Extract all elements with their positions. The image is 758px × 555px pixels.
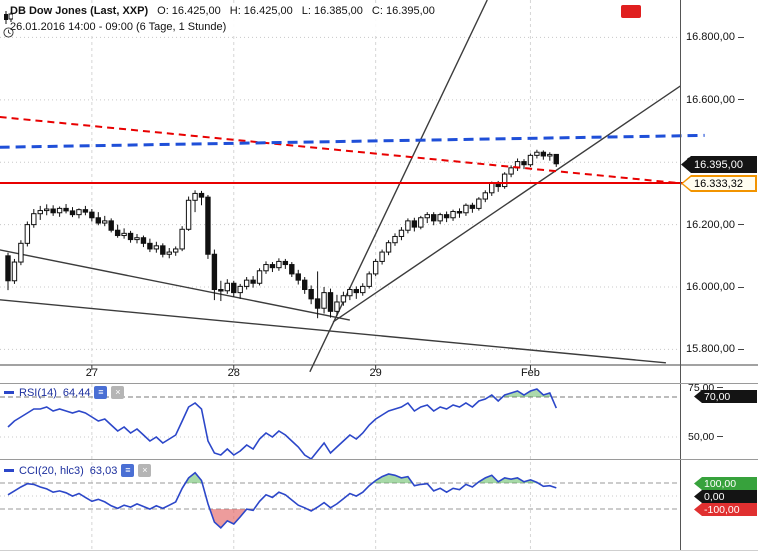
rsi-value: 64,44 bbox=[62, 386, 91, 399]
cci-value: 63,03 bbox=[89, 464, 118, 477]
cci-settings-button[interactable]: ≡ bbox=[121, 464, 135, 477]
rsi-label: RSI(14) bbox=[19, 386, 57, 399]
main-chart-canvas[interactable] bbox=[0, 0, 758, 383]
cci-legend-line-icon bbox=[4, 469, 14, 472]
price-axis-label: 16.200,00 bbox=[686, 218, 744, 232]
timeframe-label: 26.01.2016 14:00 - 09:00 (6 Tage, 1 Stun… bbox=[10, 20, 227, 33]
rsi-level-badge: 70,00 bbox=[694, 390, 757, 403]
cci-upper-badge: 100,00 bbox=[694, 477, 757, 490]
cci-lower-badge: -100,00 bbox=[694, 503, 757, 516]
rsi-legend-line-icon bbox=[4, 391, 14, 394]
rsi-settings-button[interactable]: ≡ bbox=[94, 386, 108, 399]
price-axis-label: 16.000,00 bbox=[686, 280, 744, 294]
price-axis-line bbox=[680, 0, 681, 550]
panel-separator bbox=[0, 550, 758, 551]
cci-chart-canvas[interactable] bbox=[0, 462, 758, 550]
high-value: H: 16.425,00 bbox=[229, 5, 293, 17]
low-value: L: 16.385,00 bbox=[301, 5, 363, 17]
rsi-close-button[interactable]: × bbox=[111, 386, 125, 399]
level-price-badge: 16.333,32 bbox=[681, 175, 757, 192]
price-axis-label: 16.600,00 bbox=[686, 93, 744, 107]
last-price-badge: 16.395,00 bbox=[681, 156, 757, 173]
price-axis-label: 15.800,00 bbox=[686, 342, 744, 356]
chart-header: DB Dow Jones (Last, XXP) O: 16.425,00 H:… bbox=[3, 3, 438, 38]
close-value: C: 16.395,00 bbox=[371, 5, 435, 17]
time-axis-label: 29 bbox=[369, 367, 382, 379]
time-axis-label: Feb bbox=[520, 367, 540, 379]
rsi-header: RSI(14) 64,44 ≡ × bbox=[4, 386, 125, 399]
cci-label: CCI(20, hlc3) bbox=[19, 464, 84, 477]
time-axis-label: 27 bbox=[85, 367, 98, 379]
cci-header: CCI(20, hlc3) 63,03 ≡ × bbox=[4, 464, 152, 477]
cci-zero-badge: 0,00 bbox=[694, 490, 757, 503]
cci-close-button[interactable]: × bbox=[138, 464, 152, 477]
rsi-mid-tick-label: 50,00 bbox=[688, 430, 724, 443]
panel-separator bbox=[0, 459, 758, 460]
price-axis-label: 16.800,00 bbox=[686, 30, 744, 44]
panel-separator bbox=[0, 383, 758, 384]
open-value: O: 16.425,00 bbox=[157, 5, 221, 17]
instrument-title: DB Dow Jones (Last, XXP) bbox=[10, 5, 149, 17]
time-axis-label: 28 bbox=[227, 367, 240, 379]
alert-badge[interactable] bbox=[621, 5, 641, 18]
time-axis: 27 28 29 Feb bbox=[0, 367, 758, 383]
